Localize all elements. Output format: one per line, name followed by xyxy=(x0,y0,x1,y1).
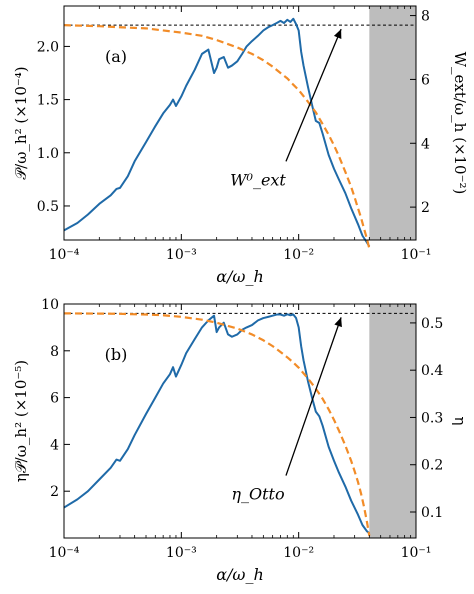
y-right-tick-label: 0.2 xyxy=(421,458,443,474)
series-dashed-orange xyxy=(63,24,371,249)
x-tick-label: 10⁻⁴ xyxy=(49,545,80,561)
y-right-tick-label: 2 xyxy=(421,200,430,216)
y-right-tick-label: 6 xyxy=(421,72,430,88)
y-left-tick-label: 10 xyxy=(41,297,59,313)
y-right-tick-label: 0.1 xyxy=(421,505,443,521)
annotation-arrowhead xyxy=(333,29,342,39)
series-solid-blue xyxy=(63,17,371,247)
y-right-axis-label: W_ext/ω_h (×10⁻²) xyxy=(451,52,469,195)
x-tick-label: 10⁻¹ xyxy=(401,545,432,561)
x-tick-label: 10⁻³ xyxy=(166,247,197,263)
series-solid-blue xyxy=(63,313,370,535)
shaded-region xyxy=(369,6,416,240)
y-left-tick-label: 8 xyxy=(50,344,59,360)
y-right-tick-label: 4 xyxy=(421,136,430,152)
shaded-region xyxy=(369,304,416,538)
plot-frame xyxy=(63,303,417,539)
x-axis-label: α/ω_h xyxy=(216,565,264,584)
y-left-axis-label: η𝒫/ω_h² (×10⁻⁵) xyxy=(12,360,30,482)
y-left-axis-label: 𝒫/ω_h² (×10⁻⁴) xyxy=(12,66,30,179)
y-left-tick-label: 2.0 xyxy=(37,39,59,55)
y-left-tick-label: 2 xyxy=(50,484,59,500)
x-tick-label: 10⁻⁴ xyxy=(49,247,80,263)
x-tick-label: 10⁻² xyxy=(283,545,314,561)
plot-frame xyxy=(63,5,417,241)
panel-label: (a) xyxy=(105,47,127,66)
annotation-arrow xyxy=(285,28,342,162)
panel-label: (b) xyxy=(105,345,128,364)
panel-a: 10⁻⁴ 10⁻³ 10⁻² 10⁻¹ 0.5 1.0 1.5 2.0 2 4 6 8 α/ω_h 𝒫/ω… xyxy=(12,5,469,286)
y-right-axis-label: η xyxy=(451,417,469,426)
y-right-tick-label: 0.5 xyxy=(421,316,443,332)
y-right-tick-label: 8 xyxy=(421,9,430,25)
y-left-tick-label: 1.5 xyxy=(37,93,59,109)
panel-b: 10⁻⁴ 10⁻³ 10⁻² 10⁻¹ 2 4 6 8 10 0.1 0.2 0.3 0.4 0.5 α/ω… xyxy=(12,297,469,584)
annotation-label: W⁰_ext xyxy=(230,170,286,189)
x-tick-label: 10⁻² xyxy=(283,247,314,263)
y-left-tick-label: 4 xyxy=(50,437,59,453)
y-left-tick-label: 6 xyxy=(50,391,59,407)
y-left-tick-label: 1.0 xyxy=(37,146,59,162)
y-right-tick-label: 0.3 xyxy=(421,410,443,426)
y-right-tick-label: 0.4 xyxy=(421,363,443,379)
x-tick-label: 10⁻³ xyxy=(166,545,197,561)
annotation-arrow xyxy=(285,317,342,476)
x-axis-label: α/ω_h xyxy=(216,267,264,286)
annotation-arrowhead xyxy=(334,317,342,328)
x-tick-label: 10⁻¹ xyxy=(401,247,432,263)
series-dashed-orange xyxy=(63,312,371,536)
y-left-tick-label: 0.5 xyxy=(37,199,59,215)
annotation-label: η_Otto xyxy=(231,485,284,504)
